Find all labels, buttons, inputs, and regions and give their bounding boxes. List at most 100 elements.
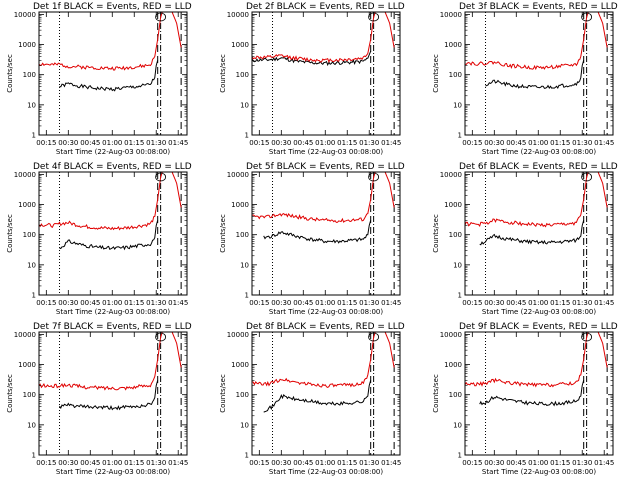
panel-det-2f: Det 2f BLACK = Events, RED = LLD 1 10 100 10… (219, 2, 405, 156)
series-events (263, 380, 372, 413)
x-tick-label: 01:30 (572, 299, 592, 307)
x-tick-label: 00:45 (293, 139, 313, 147)
panel-det-7f: Det 7f BLACK = Events, RED = LLD 1 10 100 10… (6, 322, 192, 476)
y-axis: 1 10 100 1000 10000 (14, 171, 187, 300)
x-tick-label: 00:45 (506, 299, 526, 307)
plot-area (39, 332, 182, 455)
y-axis-label: Counts/sec (6, 54, 14, 93)
y-tick-label: 100 (236, 231, 249, 239)
plot-frame (251, 331, 401, 456)
y-tick-label: 1000 (444, 41, 462, 49)
plot-frame (38, 171, 188, 296)
x-axis: 00:15 00:30 00:45 01:00 01:15 01:30 01:45 (36, 332, 188, 467)
peak-marker (155, 12, 167, 22)
x-tick-label: 00:30 (484, 139, 504, 147)
y-tick-label: 1 (245, 292, 249, 300)
x-tick-label: 01:45 (381, 459, 401, 467)
panel-det-4f: Det 4f BLACK = Events, RED = LLD 1 10 100 10… (6, 162, 192, 316)
plot-frame (464, 11, 614, 136)
x-tick-label: 00:15 (462, 139, 482, 147)
y-axis-label: Counts/sec (432, 54, 440, 93)
x-tick-label: 01:00 (528, 139, 548, 147)
x-axis-label: Start Time (22-Aug-03 00:08:00) (56, 468, 170, 476)
panel-det-6f: Det 6f BLACK = Events, RED = LLD 1 10 100 10… (432, 162, 618, 316)
x-axis: 00:15 00:30 00:45 01:00 01:15 01:30 01:45 (462, 332, 614, 467)
y-tick-label: 10000 (14, 11, 36, 19)
y-tick-label: 1 (458, 452, 462, 460)
x-tick-label: 01:00 (315, 459, 335, 467)
y-tick-label: 1000 (231, 361, 249, 369)
series-lld (465, 12, 608, 71)
y-axis: 1 10 100 1000 10000 (227, 171, 400, 300)
panel-title: Det 1f BLACK = Events, RED = LLD (33, 2, 192, 12)
series-lld (39, 332, 182, 391)
y-axis-label: Counts/sec (219, 214, 227, 253)
x-tick-label: 01:00 (528, 459, 548, 467)
y-tick-label: 100 (449, 391, 462, 399)
y-tick-label: 10 (27, 261, 36, 269)
panel-det-5f: Det 5f BLACK = Events, RED = LLD 1 10 100 10… (219, 162, 405, 316)
series-lld (465, 172, 608, 228)
y-tick-label: 10 (453, 421, 462, 429)
y-tick-label: 10 (27, 101, 36, 109)
x-tick-label: 00:30 (58, 459, 78, 467)
peak-marker (368, 12, 380, 22)
x-tick-label: 01:00 (315, 139, 335, 147)
series-events (479, 380, 585, 407)
series-events (59, 220, 159, 251)
x-tick-label: 01:45 (594, 459, 614, 467)
x-tick-label: 01:00 (528, 299, 548, 307)
x-axis: 00:15 00:30 00:45 01:00 01:15 01:30 01:45 (36, 172, 188, 307)
x-tick-label: 01:45 (381, 139, 401, 147)
x-tick-label: 01:45 (168, 139, 188, 147)
series-events (59, 380, 159, 411)
y-axis-label: Counts/sec (432, 374, 440, 413)
y-tick-label: 1 (32, 132, 36, 140)
x-tick-label: 00:30 (58, 299, 78, 307)
x-tick-label: 00:15 (36, 139, 56, 147)
plot-frame (464, 171, 614, 296)
y-axis: 1 10 100 1000 10000 (440, 331, 613, 460)
y-tick-label: 100 (449, 231, 462, 239)
y-tick-label: 1 (458, 292, 462, 300)
x-tick-label: 00:15 (36, 299, 56, 307)
peak-marker (368, 332, 380, 342)
y-axis-label: Counts/sec (432, 214, 440, 253)
y-tick-label: 100 (236, 71, 249, 79)
x-axis: 00:15 00:30 00:45 01:00 01:15 01:30 01:45 (249, 172, 401, 307)
x-tick-label: 01:30 (359, 299, 379, 307)
x-tick-label: 00:45 (293, 459, 313, 467)
y-axis: 1 10 100 1000 10000 (440, 11, 613, 140)
x-tick-label: 00:30 (271, 139, 291, 147)
panel-title: Det 7f BLACK = Events, RED = LLD (33, 322, 192, 332)
x-tick-label: 01:45 (168, 299, 188, 307)
x-tick-label: 00:15 (249, 459, 269, 467)
x-tick-label: 01:15 (124, 299, 144, 307)
x-tick-label: 00:45 (293, 299, 313, 307)
y-tick-label: 10000 (14, 171, 36, 179)
x-axis-label: Start Time (22-Aug-03 00:08:00) (482, 468, 596, 476)
y-tick-label: 1000 (444, 201, 462, 209)
series-events (263, 220, 372, 244)
y-tick-label: 10 (240, 261, 249, 269)
x-tick-label: 00:45 (80, 299, 100, 307)
x-axis: 00:15 00:30 00:45 01:00 01:15 01:30 01:45 (462, 172, 614, 307)
plot-area (252, 12, 395, 135)
y-tick-label: 1 (245, 452, 249, 460)
y-tick-label: 10000 (14, 331, 36, 339)
x-tick-label: 00:15 (249, 299, 269, 307)
y-tick-label: 100 (449, 71, 462, 79)
x-axis-label: Start Time (22-Aug-03 00:08:00) (269, 308, 383, 316)
y-tick-label: 10 (453, 261, 462, 269)
y-tick-label: 1000 (18, 361, 36, 369)
y-axis-label: Counts/sec (6, 374, 14, 413)
x-tick-label: 01:00 (102, 139, 122, 147)
panel-det-8f: Det 8f BLACK = Events, RED = LLD 1 10 100 10… (219, 322, 405, 476)
peak-marker (368, 172, 380, 182)
y-tick-label: 10000 (227, 331, 249, 339)
x-tick-label: 00:30 (58, 139, 78, 147)
x-tick-label: 00:45 (80, 459, 100, 467)
x-tick-label: 01:15 (550, 299, 570, 307)
peak-marker (581, 332, 593, 342)
x-tick-label: 00:30 (271, 299, 291, 307)
